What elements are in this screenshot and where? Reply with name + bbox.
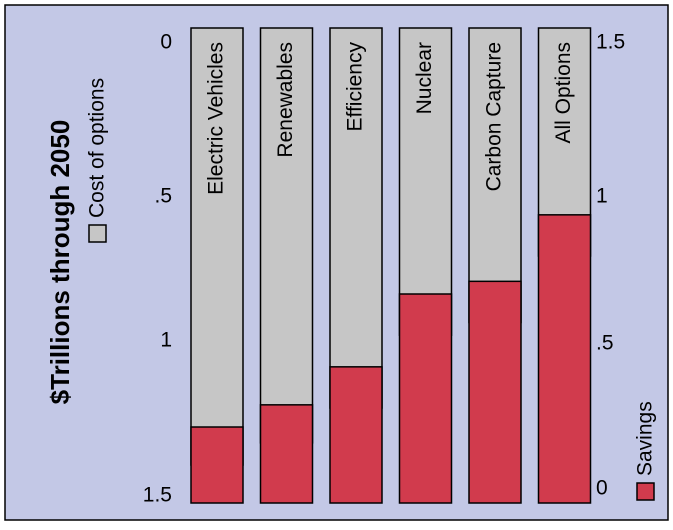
bar-cost	[259, 27, 314, 444]
bar-savings	[259, 404, 314, 504]
legend-cost-label: Cost of options	[86, 78, 109, 218]
bar-cost	[398, 27, 453, 336]
right-tick-label: 1.5	[596, 31, 625, 54]
legend-savings-label: Savings	[634, 401, 657, 476]
bar-cost	[468, 27, 522, 324]
bar-savings	[329, 366, 383, 504]
right-tick-label: .5	[596, 332, 614, 355]
bar-savings	[398, 293, 453, 504]
left-tick-label: 0	[160, 31, 172, 54]
bar-cost	[190, 27, 244, 466]
bar-savings	[537, 214, 592, 504]
right-tick-label: 0	[596, 477, 608, 500]
category-label: All Options	[552, 42, 575, 144]
category-label: Carbon Capture	[483, 42, 506, 191]
legend-savings-swatch	[636, 482, 655, 501]
legend-cost-swatch	[88, 224, 107, 243]
y-axis-title: $Trillions through 2050	[45, 120, 75, 405]
category-label: Efficiency	[344, 42, 367, 132]
bar-savings	[190, 426, 244, 504]
left-tick-label: 1	[160, 329, 172, 352]
left-axis-ticks: 0 .5 1 1.5	[143, 31, 172, 507]
bar-savings	[468, 280, 522, 504]
left-tick-label: .5	[154, 185, 172, 208]
right-axis-ticks: 0 .5 1 1.5	[596, 31, 625, 500]
left-tick-label: 1.5	[143, 484, 172, 507]
category-label: Renewables	[274, 42, 297, 158]
category-label: Nuclear	[413, 42, 436, 114]
bars: Electric Vehicles Renewables Efficiency Nuc…	[190, 27, 592, 504]
bar-cost	[329, 27, 383, 409]
category-label: Electric Vehicles	[205, 42, 228, 195]
right-tick-label: 1	[596, 185, 608, 208]
